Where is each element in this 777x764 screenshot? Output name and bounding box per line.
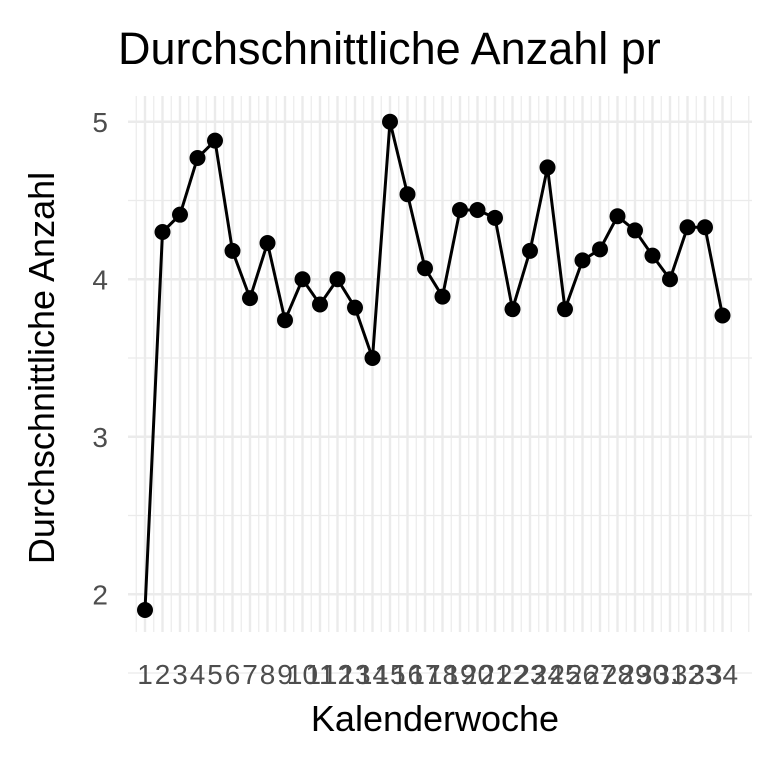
data-point-24 xyxy=(539,159,556,176)
x-tick-label: 16 xyxy=(392,659,423,690)
data-point-17 xyxy=(417,260,433,277)
data-point-21 xyxy=(487,209,503,226)
x-tick-label: 25 xyxy=(549,659,580,690)
data-point-13 xyxy=(347,299,363,316)
data-point-16 xyxy=(399,186,416,203)
x-tick-label: 26 xyxy=(567,659,598,690)
x-tick-label: 3 xyxy=(172,659,188,690)
x-axis-title: Kalenderwoche xyxy=(311,698,559,739)
y-tick-label: 3 xyxy=(92,422,108,453)
data-point-15 xyxy=(382,113,398,130)
series xyxy=(137,113,731,618)
x-tick-label: 24 xyxy=(532,659,563,690)
data-point-19 xyxy=(452,201,468,218)
x-tick-label: 10 xyxy=(287,659,318,690)
data-point-29 xyxy=(627,222,643,239)
x-tick-label: 30 xyxy=(637,659,668,690)
y-tick-label: 2 xyxy=(92,579,108,610)
x-tick-label: 8 xyxy=(260,659,276,690)
x-tick-label: 9 xyxy=(277,659,293,690)
x-tick-label: 1 xyxy=(137,659,153,690)
data-point-28 xyxy=(609,208,626,225)
series-line xyxy=(143,120,724,611)
x-tick-label: 32 xyxy=(672,659,703,690)
y-axis-ticks: 2 3 4 5 xyxy=(92,107,108,611)
data-point-6 xyxy=(224,242,241,259)
x-tick-label: 20 xyxy=(462,659,493,690)
x-tick-label: 22 xyxy=(497,659,528,690)
data-point-3 xyxy=(172,206,188,223)
data-point-7 xyxy=(242,290,258,307)
data-point-22 xyxy=(504,301,521,318)
x-tick-label: 23 xyxy=(514,659,545,690)
data-point-33 xyxy=(697,219,713,236)
data-point-12 xyxy=(329,271,346,288)
grid xyxy=(128,96,752,674)
data-point-5 xyxy=(207,132,223,149)
x-tick-label: 18 xyxy=(427,659,458,690)
x-tick-label: 34 xyxy=(707,659,738,690)
y-tick-label: 4 xyxy=(92,264,108,295)
data-point-10 xyxy=(294,271,311,288)
x-tick-label: 2 xyxy=(155,659,171,690)
chart-title: Durchschnittliche Anzahl pr xyxy=(118,23,661,74)
data-point-20 xyxy=(469,201,486,218)
x-tick-label: 31 xyxy=(654,659,685,690)
y-axis-title: Durchschnittliche Anzahl xyxy=(21,172,62,564)
x-tick-label: 7 xyxy=(242,659,258,690)
x-tick-label: 14 xyxy=(357,659,388,690)
data-point-9 xyxy=(277,312,293,329)
x-tick-label: 28 xyxy=(602,659,633,690)
x-tick-label: 19 xyxy=(444,659,475,690)
x-tick-label: 11 xyxy=(305,659,334,690)
x-tick-label: 17 xyxy=(409,659,440,690)
x-tick-label: 21 xyxy=(479,659,510,690)
data-point-27 xyxy=(592,241,608,258)
x-tick-label: 15 xyxy=(374,659,405,690)
data-point-1 xyxy=(137,602,153,618)
x-tick-label: 29 xyxy=(619,659,650,690)
data-point-26 xyxy=(574,252,591,269)
x-tick-label: 27 xyxy=(584,659,615,690)
data-point-23 xyxy=(522,242,538,259)
data-point-11 xyxy=(312,296,328,313)
x-tick-label: 5 xyxy=(207,659,223,690)
data-point-30 xyxy=(644,247,661,264)
data-point-14 xyxy=(364,350,381,366)
x-tick-label: 13 xyxy=(339,659,370,690)
data-point-2 xyxy=(154,224,171,240)
x-axis-ticks: 1 2 3 4 5 6 7 8 91011121314151617181920212223242… xyxy=(137,659,738,690)
data-point-32 xyxy=(679,219,696,236)
x-tick-label: 33 xyxy=(689,659,720,690)
y-tick-label: 5 xyxy=(92,107,108,138)
x-tick-label: 4 xyxy=(190,659,206,690)
data-point-4 xyxy=(189,149,206,166)
data-point-34 xyxy=(714,307,731,324)
data-point-31 xyxy=(662,271,678,288)
data-point-8 xyxy=(259,235,276,252)
x-tick-label: 12 xyxy=(322,659,353,690)
data-point-25 xyxy=(557,301,573,318)
data-point-18 xyxy=(434,288,451,305)
x-tick-label: 6 xyxy=(225,659,241,690)
